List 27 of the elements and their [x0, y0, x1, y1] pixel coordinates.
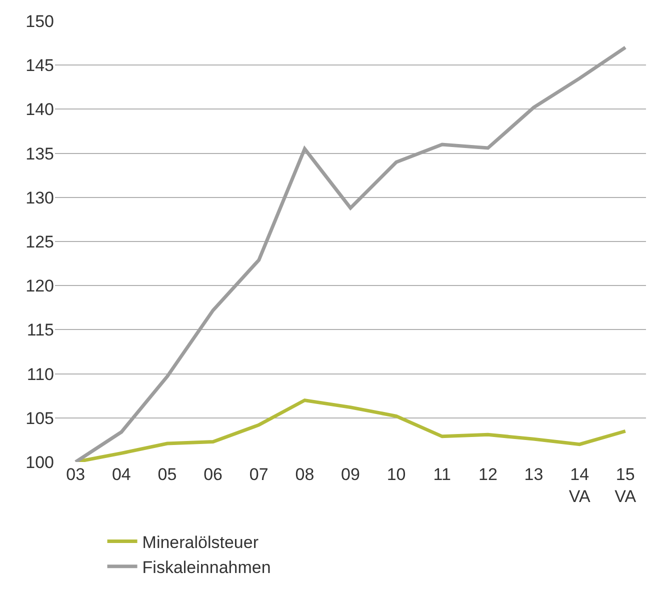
x-tick-label: 13 [524, 465, 544, 484]
x-tick-label: 03 [66, 465, 86, 484]
y-tick-label: 115 [26, 320, 54, 340]
x-tick-label: 14 VA [568, 465, 591, 506]
x-tick-label: 06 [204, 465, 223, 484]
y-tick-label: 140 [26, 100, 54, 120]
x-tick-label: 15 VA [614, 465, 637, 506]
y-tick-label: 120 [26, 276, 54, 296]
y-tick-label: 135 [26, 144, 54, 164]
y-tick-label: 145 [26, 56, 54, 76]
x-tick-label: 08 [295, 465, 314, 484]
y-tick-label: 110 [26, 364, 54, 384]
line-series [74, 46, 628, 462]
x-tick-label: 05 [158, 465, 177, 484]
y-tick-label: 100 [26, 452, 54, 472]
x-tick-label: 07 [249, 465, 268, 484]
y-tick-label: 105 [26, 408, 54, 428]
x-tick-label: 11 [433, 465, 451, 484]
x-tick-label: 09 [341, 465, 360, 484]
y-tick-label: 130 [26, 188, 54, 208]
y-tick-label: 150 [26, 12, 54, 31]
x-tick-label: 04 [112, 465, 131, 484]
legend-label: Mineralölsteuer [142, 532, 259, 552]
x-tick-label: 10 [386, 465, 406, 484]
legend-label: Fiskaleinnahmen [142, 558, 271, 578]
x-tick-label: 12 [478, 465, 498, 484]
y-tick-label: 125 [26, 232, 54, 252]
